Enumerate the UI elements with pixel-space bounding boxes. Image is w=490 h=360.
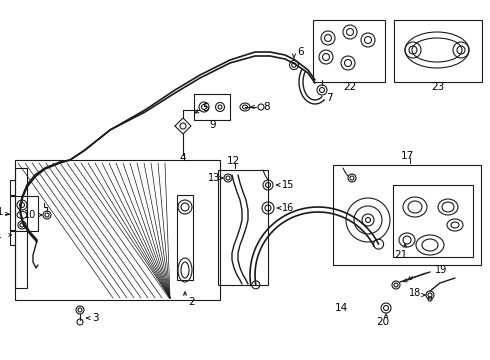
Bar	[10, 196, 38, 231]
Text: 11: 11	[0, 207, 4, 217]
Text: 16: 16	[282, 203, 294, 213]
Text: 23: 23	[431, 82, 444, 92]
Text: 10: 10	[24, 210, 36, 220]
Text: 1: 1	[0, 230, 2, 240]
Bar	[194, 94, 230, 120]
Text: 14: 14	[335, 303, 348, 313]
Text: 2: 2	[188, 297, 195, 307]
Text: 22: 22	[343, 82, 357, 92]
Text: 12: 12	[226, 156, 240, 166]
Bar	[393, 185, 473, 257]
Bar	[218, 170, 268, 285]
Text: 4: 4	[180, 153, 186, 163]
Bar	[177, 195, 193, 280]
Text: 3: 3	[92, 313, 98, 323]
Bar	[333, 165, 481, 265]
Bar	[15, 160, 220, 300]
Text: 9: 9	[210, 120, 216, 130]
Bar	[15, 168, 27, 288]
Text: 15: 15	[282, 180, 294, 190]
Bar	[394, 20, 482, 82]
Text: 18: 18	[409, 288, 421, 298]
Text: 20: 20	[376, 317, 390, 327]
Bar	[313, 20, 385, 82]
Text: 5: 5	[202, 103, 209, 113]
Text: 8: 8	[263, 102, 270, 112]
Text: 6: 6	[297, 47, 304, 57]
Text: 17: 17	[400, 151, 414, 161]
Text: 21: 21	[394, 250, 408, 260]
Text: 13: 13	[208, 173, 220, 183]
Text: 19: 19	[435, 265, 447, 275]
Text: 7: 7	[326, 93, 333, 103]
